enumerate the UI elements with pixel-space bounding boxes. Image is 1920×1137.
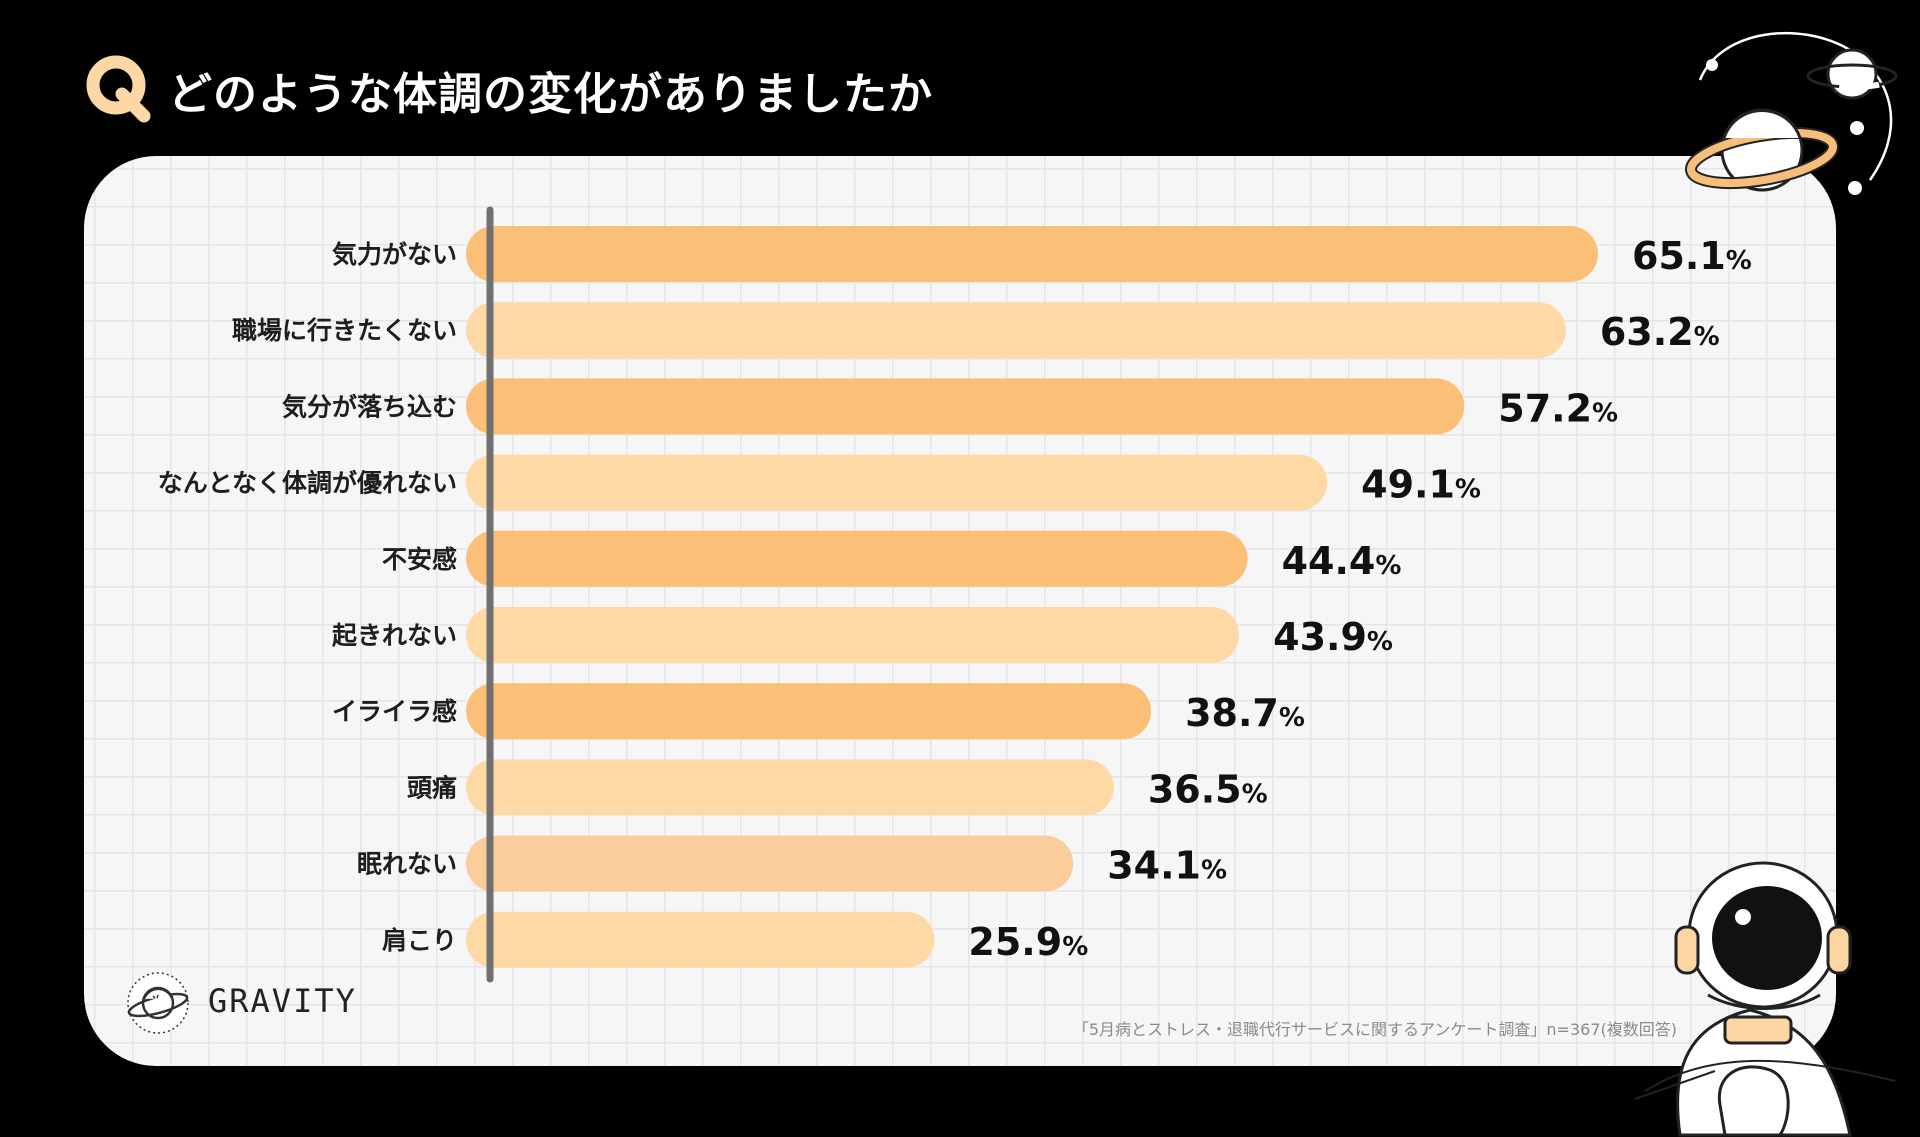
category-label: 気力がない bbox=[332, 240, 457, 269]
bar bbox=[466, 530, 1248, 587]
category-label: 不安感 bbox=[382, 545, 457, 574]
category-label: なんとなく体調が優れない bbox=[158, 469, 457, 498]
bar bbox=[466, 454, 1328, 511]
category-label: イライラ感 bbox=[332, 697, 457, 726]
bar-chart: 気力がない 65.1% 職場に行きたくない 63.2% 気分が落ち込む 57.2% なんとな… bbox=[158, 206, 1752, 983]
bar bbox=[466, 607, 1240, 663]
planet-icon bbox=[1684, 31, 1899, 195]
bar bbox=[466, 378, 1465, 435]
page-title: どのような体調の変化がありましたか bbox=[168, 69, 933, 120]
category-label: 職場に行きたくない bbox=[232, 316, 457, 345]
value-label: 49.1% bbox=[1361, 463, 1481, 507]
brand-name: GRAVITY bbox=[208, 982, 357, 1020]
value-label: 43.9% bbox=[1273, 615, 1393, 659]
source-note: 「5月病とストレス・退職代行サービスに関するアンケート調査」n=367(複数回答… bbox=[1072, 1020, 1677, 1039]
value-label: 34.1% bbox=[1107, 844, 1227, 888]
category-label: 頭痛 bbox=[407, 773, 457, 802]
value-label: 44.4% bbox=[1282, 539, 1402, 583]
q-badge-icon bbox=[86, 55, 151, 123]
value-label: 65.1% bbox=[1632, 234, 1752, 278]
category-label: 起きれない bbox=[332, 621, 457, 650]
category-label: 肩こり bbox=[382, 926, 457, 955]
bar bbox=[466, 302, 1566, 359]
value-label: 36.5% bbox=[1148, 767, 1268, 811]
category-label: 眠れない bbox=[357, 850, 457, 879]
value-label: 63.2% bbox=[1600, 310, 1720, 354]
bar bbox=[466, 835, 1074, 892]
value-label: 38.7% bbox=[1185, 691, 1305, 735]
bar bbox=[466, 911, 935, 968]
chart-panel: 気力がない 65.1% 職場に行きたくない 63.2% 気分が落ち込む 57.2% なんとな… bbox=[84, 156, 1836, 1066]
planet-logo-icon bbox=[127, 972, 189, 1034]
astronaut-icon bbox=[1634, 861, 1896, 1137]
value-label: 57.2% bbox=[1498, 386, 1618, 430]
bar bbox=[466, 226, 1598, 282]
bar bbox=[466, 683, 1152, 740]
bar bbox=[466, 759, 1114, 816]
value-label: 25.9% bbox=[968, 920, 1088, 964]
category-label: 気分が落ち込む bbox=[282, 392, 457, 421]
